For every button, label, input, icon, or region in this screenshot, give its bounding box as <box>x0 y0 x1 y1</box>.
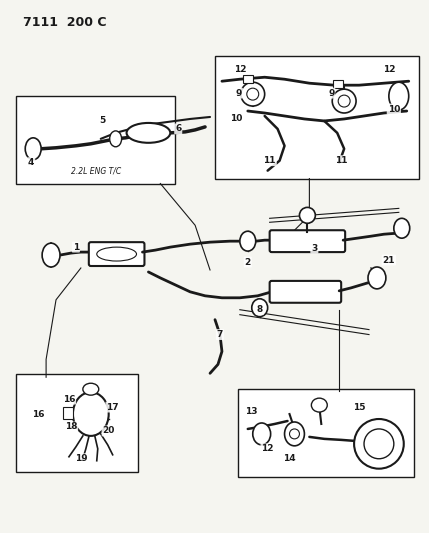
Ellipse shape <box>25 138 41 160</box>
Circle shape <box>338 95 350 107</box>
Text: 16: 16 <box>32 409 44 418</box>
Text: 10: 10 <box>388 104 400 114</box>
Bar <box>333 80 343 88</box>
Circle shape <box>247 88 259 100</box>
Bar <box>16 96 175 183</box>
Ellipse shape <box>110 131 121 147</box>
Bar <box>243 75 253 83</box>
Ellipse shape <box>83 383 99 395</box>
Ellipse shape <box>368 267 386 289</box>
Ellipse shape <box>73 392 109 436</box>
Text: 13: 13 <box>245 407 258 416</box>
Text: 12: 12 <box>233 65 246 74</box>
Text: 15: 15 <box>353 402 366 411</box>
Text: 11: 11 <box>335 156 347 165</box>
Text: 11: 11 <box>263 156 276 165</box>
Ellipse shape <box>252 299 268 317</box>
Text: 9: 9 <box>236 88 242 98</box>
Text: 6: 6 <box>175 124 181 133</box>
Text: 4: 4 <box>28 158 34 167</box>
Text: 12: 12 <box>383 65 395 74</box>
Text: 10: 10 <box>230 115 242 124</box>
Bar <box>238 389 414 477</box>
Text: 2.2L ENG T/C: 2.2L ENG T/C <box>71 167 121 175</box>
Text: 5: 5 <box>100 116 106 125</box>
FancyBboxPatch shape <box>270 230 345 252</box>
Ellipse shape <box>127 123 170 143</box>
Text: 19: 19 <box>75 454 87 463</box>
FancyBboxPatch shape <box>270 281 341 303</box>
Ellipse shape <box>299 207 315 223</box>
Text: 12: 12 <box>261 445 274 453</box>
Circle shape <box>364 429 394 459</box>
Ellipse shape <box>311 398 327 412</box>
Bar <box>215 56 419 179</box>
Ellipse shape <box>394 219 410 238</box>
Text: 16: 16 <box>63 394 75 403</box>
Text: 7111  200 C: 7111 200 C <box>23 15 107 29</box>
Ellipse shape <box>389 82 409 110</box>
Ellipse shape <box>284 422 305 446</box>
Circle shape <box>332 89 356 113</box>
Text: 18: 18 <box>65 423 77 431</box>
Text: 21: 21 <box>383 255 395 264</box>
Text: 17: 17 <box>106 402 119 411</box>
Text: 1: 1 <box>73 243 79 252</box>
FancyBboxPatch shape <box>89 242 145 266</box>
Ellipse shape <box>42 243 60 267</box>
Circle shape <box>354 419 404 469</box>
Text: 3: 3 <box>311 244 317 253</box>
Text: 2: 2 <box>245 257 251 266</box>
Ellipse shape <box>97 247 136 261</box>
Text: 7: 7 <box>217 330 223 339</box>
Bar <box>63 407 73 419</box>
Circle shape <box>241 82 265 106</box>
Ellipse shape <box>240 231 256 251</box>
Text: 8: 8 <box>257 305 263 314</box>
Text: 14: 14 <box>283 454 296 463</box>
Text: 9: 9 <box>328 88 335 98</box>
Circle shape <box>290 429 299 439</box>
Text: 20: 20 <box>103 426 115 435</box>
Bar <box>16 374 139 472</box>
Ellipse shape <box>253 423 271 445</box>
